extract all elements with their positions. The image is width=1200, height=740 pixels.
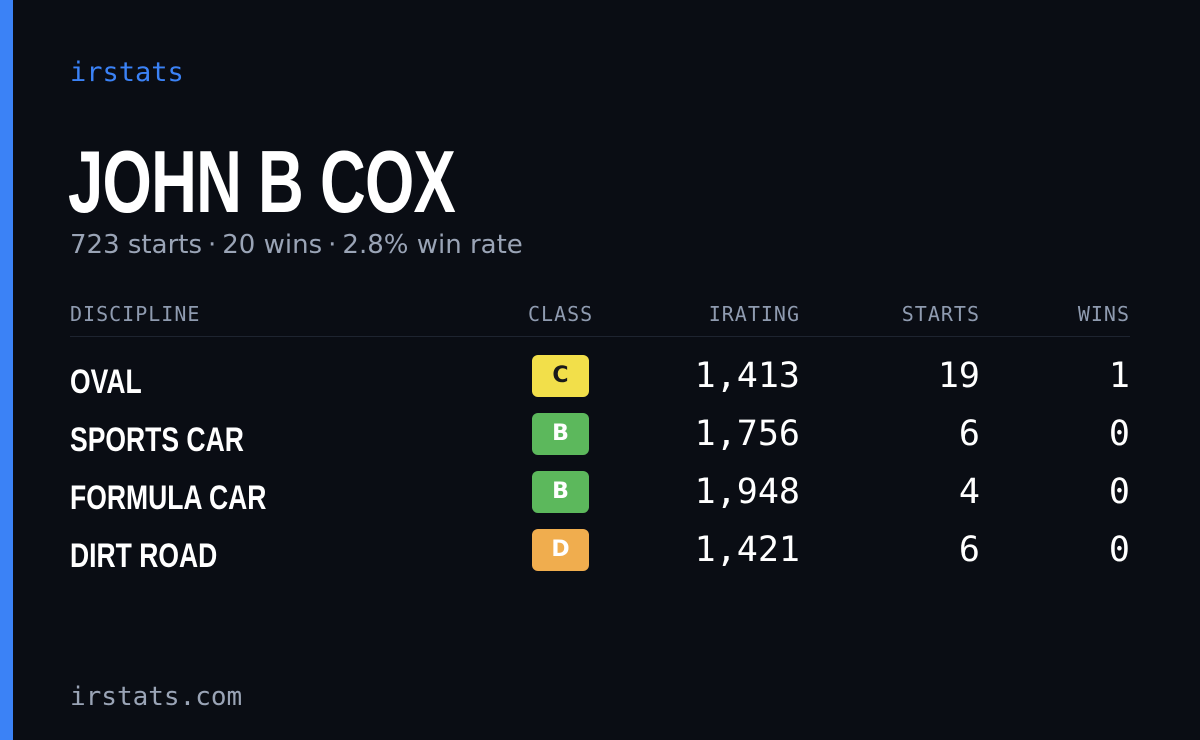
irating-value: 1,948	[694, 472, 800, 512]
discipline-name: OVAL	[70, 363, 142, 401]
header-wins: WINS	[1077, 302, 1130, 326]
summary-separator: ·	[208, 230, 217, 260]
wins-value: 1	[1108, 356, 1130, 396]
accent-bar	[0, 0, 13, 740]
discipline-name: DIRT ROAD	[70, 537, 218, 575]
table-row: SPORTS CAR B 1,756 6 0	[70, 411, 1130, 469]
wins-value: 0	[1108, 472, 1130, 512]
header-discipline: DISCIPLINE	[70, 302, 201, 326]
irating-value: 1,421	[694, 530, 800, 570]
license-class-badge: B	[532, 413, 589, 455]
irating-value: 1,756	[694, 414, 800, 454]
header-starts: STARTS	[901, 302, 980, 326]
wins-value: 0	[1108, 530, 1130, 570]
driver-summary: 723 starts · 20 wins · 2.8% win rate	[70, 228, 523, 262]
starts-value: 4	[958, 472, 980, 512]
summary-starts: 723 starts	[70, 230, 202, 260]
header-irating: IRATING	[708, 302, 800, 326]
summary-wins: 20 wins	[222, 230, 323, 260]
driver-name: JOHN B COX	[68, 132, 456, 231]
starts-value: 6	[958, 530, 980, 570]
stats-table-body: OVAL C 1,413 19 1 SPORTS CAR B 1,756 6 0…	[70, 353, 1130, 585]
license-class-badge: B	[532, 471, 589, 513]
starts-value: 6	[958, 414, 980, 454]
summary-win-rate: 2.8% win rate	[342, 230, 523, 260]
table-row: OVAL C 1,413 19 1	[70, 353, 1130, 411]
table-row: DIRT ROAD D 1,421 6 0	[70, 527, 1130, 585]
irating-value: 1,413	[694, 356, 800, 396]
summary-separator: ·	[328, 230, 337, 260]
footer-url: irstats.com	[70, 682, 243, 712]
starts-value: 19	[937, 356, 980, 396]
wins-value: 0	[1108, 414, 1130, 454]
discipline-name: SPORTS CAR	[70, 421, 244, 459]
header-class: CLASS	[528, 302, 594, 326]
brand-logo-text: irstats	[70, 57, 184, 88]
stats-table-header: DISCIPLINE CLASS IRATING STARTS WINS	[70, 296, 1130, 337]
stats-table: DISCIPLINE CLASS IRATING STARTS WINS OVA…	[70, 296, 1130, 585]
license-class-badge: D	[532, 529, 589, 571]
discipline-name: FORMULA CAR	[70, 479, 267, 517]
table-row: FORMULA CAR B 1,948 4 0	[70, 469, 1130, 527]
license-class-badge: C	[532, 355, 589, 397]
